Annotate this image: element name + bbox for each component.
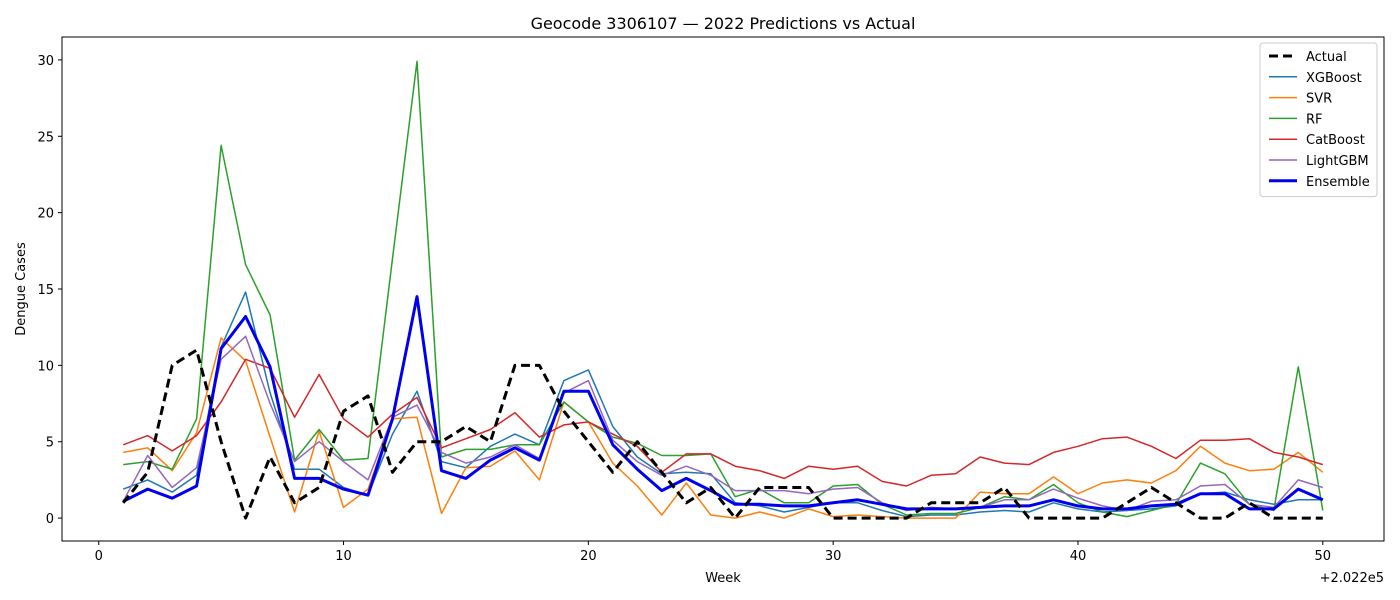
x-tick-label: 0: [95, 549, 103, 564]
axes-layer: 0 10 20 30 40 50 0 5 10 15 20 25 30: [37, 54, 1331, 564]
series-line-xgboost: [122, 291, 1323, 518]
y-axis-label: Dengue Cases: [14, 242, 29, 336]
legend: Actual XGBoost SVR RF CatBoost LightGBM Ensemb…: [1259, 42, 1378, 198]
x-tick-label: 50: [1315, 549, 1332, 564]
legend-label-lightgbm: LightGBM: [1306, 154, 1369, 169]
x-tick-label: 30: [825, 549, 842, 564]
series-line-svr: [123, 337, 1324, 519]
legend-label-rf: RF: [1306, 112, 1323, 127]
x-axis-label: Week: [705, 571, 741, 586]
legend-box: [1259, 42, 1378, 198]
legend-label-xgboost: XGBoost: [1306, 71, 1362, 86]
legend-label-ensemble: Ensemble: [1306, 175, 1370, 190]
series-line-ensemble: [122, 295, 1324, 511]
y-tick-label: 0: [46, 512, 54, 527]
series-line-rf: [123, 60, 1324, 518]
y-tick-label: 30: [37, 54, 54, 69]
x-axis-offset-label: +2.022e5: [1320, 571, 1384, 586]
x-tick-label: 20: [580, 549, 597, 564]
chart-title: Geocode 3306107 — 2022 Predictions vs Ac…: [531, 14, 916, 33]
series-line-actual: [122, 348, 1323, 520]
x-tick-label: 10: [335, 549, 352, 564]
legend-label-catboost: CatBoost: [1306, 133, 1365, 148]
y-tick-label: 25: [37, 130, 54, 145]
series-line-catboost: [122, 358, 1324, 487]
legend-label-svr: SVR: [1306, 92, 1332, 107]
y-tick-label: 5: [46, 436, 54, 451]
series-layer: [122, 60, 1324, 520]
plot-frame: [61, 36, 1385, 542]
x-tick-label: 40: [1070, 549, 1087, 564]
legend-label-actual: Actual: [1306, 50, 1347, 65]
y-tick-label: 20: [37, 207, 54, 222]
y-tick-label: 15: [37, 283, 54, 298]
y-tick-label: 10: [37, 359, 54, 374]
